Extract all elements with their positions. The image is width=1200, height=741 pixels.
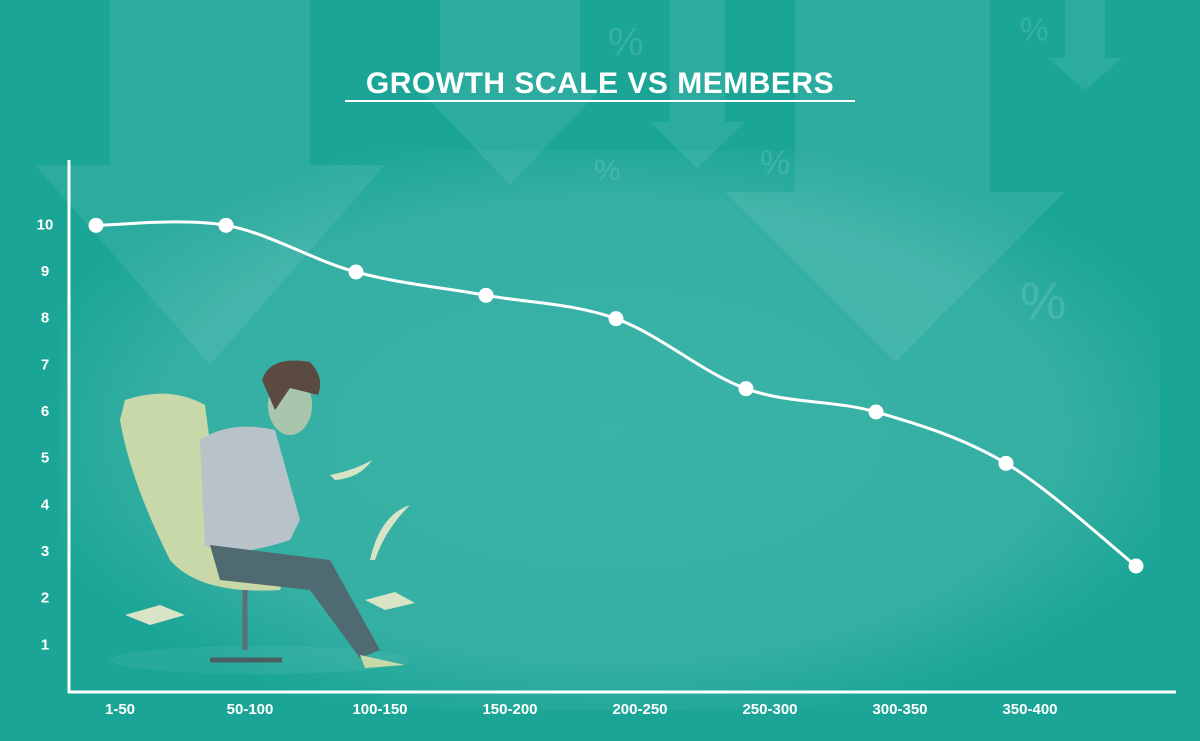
y-tick-label: 10 [37, 216, 54, 233]
x-tick-label: 100-150 [352, 701, 407, 718]
chart-title: GROWTH SCALE VS MEMBERS [366, 67, 834, 100]
y-tick-label: 6 [41, 403, 49, 420]
y-tick-label: 1 [41, 636, 49, 653]
point [1128, 558, 1144, 574]
y-tick-label: 2 [41, 590, 49, 607]
x-tick-label: 1-50 [105, 701, 135, 718]
svg-text:%: % [1020, 273, 1066, 331]
x-tick-label: 250-300 [742, 701, 797, 718]
y-tick-label: 7 [41, 356, 49, 373]
decor-arrows [35, 0, 1122, 365]
point [868, 404, 884, 420]
point [608, 311, 624, 327]
point [478, 287, 494, 303]
y-tick-label: 5 [41, 450, 49, 467]
svg-text:%: % [1020, 11, 1048, 47]
y-tick-label: 3 [41, 543, 49, 560]
point [88, 217, 104, 233]
svg-text:%: % [760, 144, 790, 182]
svg-text:%: % [608, 21, 644, 65]
x-tick-label: 200-250 [612, 701, 667, 718]
decor-percent: % % % % % [594, 11, 1066, 330]
point [218, 217, 234, 233]
svg-text:%: % [594, 154, 621, 187]
y-tick-label: 8 [41, 310, 49, 327]
y-tick-label: 4 [41, 496, 50, 513]
x-tick-label: 300-350 [872, 701, 927, 718]
point [998, 455, 1014, 471]
y-tick-label: 9 [41, 263, 49, 280]
x-tick-label: 350-400 [1002, 701, 1057, 718]
point [738, 381, 754, 397]
point [348, 264, 364, 280]
x-tick-label: 50-100 [227, 701, 274, 718]
x-tick-label: 150-200 [482, 701, 537, 718]
illustration [110, 360, 415, 674]
